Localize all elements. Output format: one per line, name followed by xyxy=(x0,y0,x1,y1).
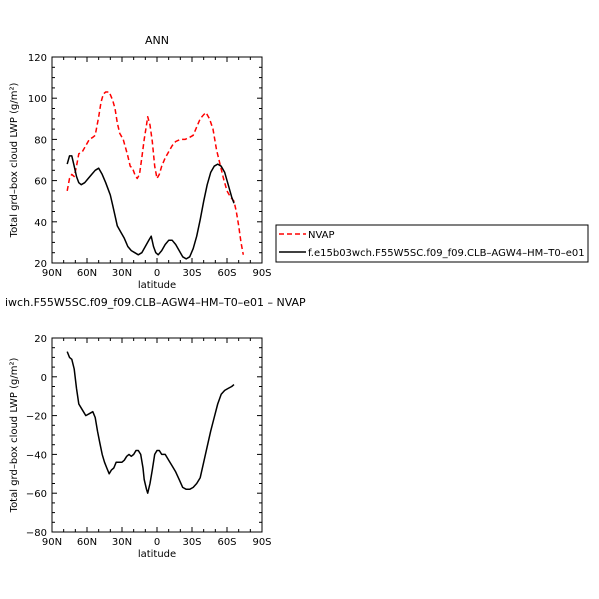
bottom-panel: iwch.F55W5SC.f09_f09.CLB–AGW4–HM–T0–e01 … xyxy=(5,296,306,560)
x-tick-label: 0 xyxy=(154,268,160,279)
chart-title: iwch.F55W5SC.f09_f09.CLB–AGW4–HM–T0–e01 … xyxy=(5,296,306,309)
legend: NVAP f.e15b03wch.F55W5SC.f09_f09.CLB–AGW4… xyxy=(275,224,589,263)
legend-entry-0: NVAP xyxy=(308,230,335,241)
series-line-1 xyxy=(66,155,235,260)
y-tick-label: 40 xyxy=(34,218,47,229)
chart-title: ANN xyxy=(145,34,169,47)
x-tick-label: 60S xyxy=(217,537,236,548)
x-tick-label: 90S xyxy=(252,268,271,279)
x-tick-label: 0 xyxy=(154,537,160,548)
x-tick-label: 90N xyxy=(42,537,62,548)
x-tick-label: 90N xyxy=(42,268,62,279)
y-tick-label: −60 xyxy=(26,489,47,500)
plot-frame xyxy=(51,337,263,533)
y-tick-label: −80 xyxy=(26,528,47,539)
series-line-0 xyxy=(66,91,245,255)
y-axis-label: Total grd–box cloud LWP (g/m²) xyxy=(9,358,20,514)
legend-entry-1: f.e15b03wch.F55W5SC.f09_f09.CLB–AGW4–HM–… xyxy=(308,248,585,259)
top-panel: ANN 90N 60N 30N 0 30S 60S 90S 20 40 60 80 100 120 lati… xyxy=(9,34,272,291)
x-tick-label: 30S xyxy=(182,268,201,279)
series-line-0 xyxy=(66,351,235,494)
y-tick-label: −40 xyxy=(26,450,47,461)
y-tick-label: 20 xyxy=(34,259,47,270)
x-tick-label: 30S xyxy=(182,537,201,548)
y-tick-label: 100 xyxy=(28,94,47,105)
plot-frame xyxy=(51,56,263,264)
x-axis-label: latitude xyxy=(138,280,176,291)
y-tick-label: −20 xyxy=(26,412,47,423)
x-tick-label: 30N xyxy=(112,537,132,548)
x-tick-label: 60S xyxy=(217,268,236,279)
y-axis-label: Total grd–box cloud LWP (g/m²) xyxy=(9,83,20,239)
x-tick-label: 90S xyxy=(252,537,271,548)
x-tick-label: 60N xyxy=(77,268,97,279)
x-tick-label: 60N xyxy=(77,537,97,548)
y-tick-label: 120 xyxy=(28,53,47,64)
y-tick-label: 60 xyxy=(34,177,47,188)
x-tick-label: 30N xyxy=(112,268,132,279)
legend-box xyxy=(275,224,589,263)
y-tick-label: 20 xyxy=(34,334,47,345)
y-tick-label: 80 xyxy=(34,135,47,146)
x-axis-label: latitude xyxy=(138,549,176,560)
y-tick-label: 0 xyxy=(41,373,47,384)
